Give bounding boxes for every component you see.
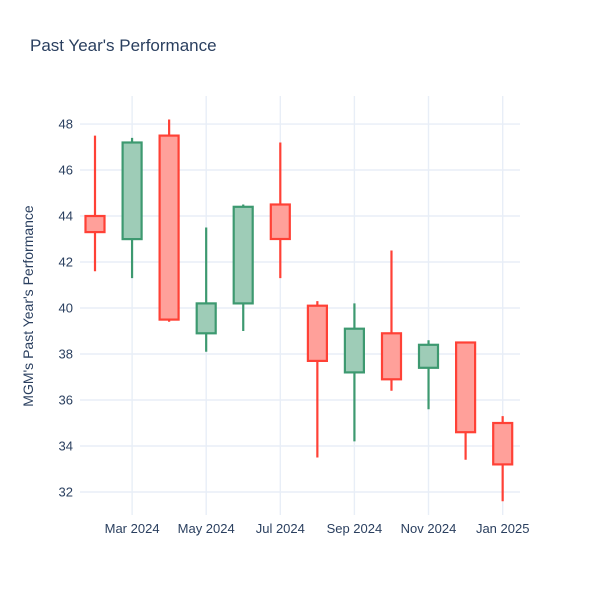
candle-body bbox=[158, 134, 180, 321]
candle-feb-2024[interactable] bbox=[84, 135, 106, 272]
candle-nov-2024[interactable] bbox=[417, 340, 440, 410]
y-tick-label-42: 42 bbox=[59, 255, 73, 270]
y-tick-label-48: 48 bbox=[59, 117, 73, 132]
candle-jun-2024[interactable] bbox=[232, 204, 254, 332]
candle-oct-2024[interactable] bbox=[380, 250, 403, 391]
y-tick-label-44: 44 bbox=[59, 209, 73, 224]
y-tick-label-38: 38 bbox=[59, 347, 73, 362]
x-tick-label-2: Jul 2024 bbox=[256, 521, 305, 536]
y-tick-label-40: 40 bbox=[59, 301, 73, 316]
x-tick-label-4: Nov 2024 bbox=[401, 521, 457, 536]
candle-body bbox=[380, 332, 403, 381]
x-tick-label-1: May 2024 bbox=[178, 521, 235, 536]
y-tick-label-32: 32 bbox=[59, 485, 73, 500]
candle-mar-2024[interactable] bbox=[121, 137, 143, 279]
x-tick-label-0: Mar 2024 bbox=[105, 521, 160, 536]
candle-body bbox=[269, 203, 291, 241]
y-axis-title: MGM's Past Year's Performance bbox=[20, 205, 36, 407]
candle-body bbox=[417, 343, 440, 369]
candle-may-2024[interactable] bbox=[195, 227, 217, 352]
candle-sep-2024[interactable] bbox=[343, 303, 365, 442]
candle-body bbox=[84, 214, 106, 234]
chart-title: Past Year's Performance bbox=[30, 36, 217, 55]
candle-jan-2025[interactable] bbox=[492, 416, 514, 502]
x-axis-tick-labels: Mar 2024 May 2024 Jul 2024 Sep 2024 Nov 2024… bbox=[105, 521, 530, 536]
candle-body bbox=[492, 421, 514, 466]
horizontal-gridlines bbox=[80, 123, 520, 493]
candle-dec-2024[interactable] bbox=[455, 341, 477, 460]
y-tick-label-34: 34 bbox=[59, 439, 73, 454]
candle-body bbox=[306, 304, 328, 363]
candle-body bbox=[232, 205, 254, 305]
x-tick-label-3: Sep 2024 bbox=[327, 521, 383, 536]
candle-apr-2024[interactable] bbox=[158, 119, 180, 322]
candle-aug-2024[interactable] bbox=[306, 301, 328, 458]
x-tick-label-5: Jan 2025 bbox=[476, 521, 530, 536]
candle-body bbox=[195, 302, 217, 335]
candle-body bbox=[343, 327, 365, 374]
y-axis-tick-labels: 32 34 36 38 40 42 44 46 48 bbox=[59, 117, 73, 500]
candle-jul-2024[interactable] bbox=[269, 142, 291, 279]
y-tick-label-36: 36 bbox=[59, 393, 73, 408]
candle-body bbox=[121, 141, 143, 241]
candles-group bbox=[84, 119, 514, 502]
y-tick-label-46: 46 bbox=[59, 163, 73, 178]
candle-body bbox=[455, 341, 477, 434]
